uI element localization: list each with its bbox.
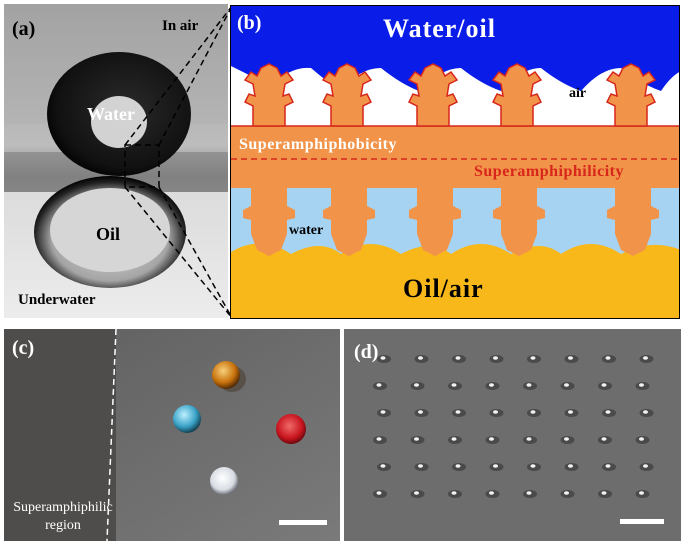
- droplet-array-dot: [598, 490, 612, 498]
- droplet-array-dot: [639, 463, 654, 471]
- droplet-array-dot: [448, 436, 462, 444]
- droplet-array-dot: [452, 355, 466, 363]
- superamphiphobicity-label: Superamphiphobicity: [239, 136, 397, 153]
- droplet-array-dot: [377, 355, 391, 363]
- droplet-array-dot: [639, 355, 654, 363]
- region-boundary-line: [106, 329, 117, 541]
- water-region: [231, 186, 679, 256]
- droplet-array-dot: [410, 490, 425, 498]
- droplet-array-dot: [523, 436, 537, 444]
- droplet-array-dot: [635, 490, 650, 498]
- droplet-array-dot: [639, 409, 654, 417]
- panel-b-label: (b): [237, 12, 262, 34]
- droplet-array-dot: [485, 436, 500, 444]
- droplet-array-dot: [602, 409, 616, 417]
- upper-pillars: [243, 63, 657, 127]
- schematic-diagram: [231, 6, 679, 318]
- panel-d-photo: [344, 329, 681, 541]
- droplet-array-dot: [602, 463, 616, 471]
- panel-d: (d): [344, 329, 681, 541]
- droplet-array-dot: [602, 355, 616, 363]
- underwater-label: Underwater: [18, 292, 96, 308]
- droplet-array-dot: [489, 355, 504, 363]
- droplet-clear: [210, 467, 238, 495]
- droplet-array-dot: [635, 436, 650, 444]
- droplet-array-dot: [414, 463, 429, 471]
- oil-label: Oil: [96, 224, 121, 244]
- coating-layer: [231, 126, 679, 188]
- droplet-array-dot: [410, 382, 425, 390]
- droplet-blue: [173, 405, 201, 433]
- droplet-array-dot: [523, 382, 537, 390]
- water-label: Water: [87, 104, 135, 124]
- droplet-array-dot: [485, 382, 500, 390]
- droplet-array-dot: [373, 382, 387, 390]
- superamphiphilic-region-label-line1: Superamphiphilic: [13, 500, 113, 515]
- droplet-array-dot: [414, 355, 429, 363]
- droplet-array-dot: [410, 436, 425, 444]
- panel-a-label: (a): [12, 18, 36, 40]
- panel-a-photo: [4, 4, 228, 318]
- droplet-array-dot: [560, 382, 575, 390]
- droplet-array-dot: [373, 490, 387, 498]
- panel-d-label: (d): [354, 341, 379, 363]
- droplet-array-dot: [414, 409, 429, 417]
- droplet-array-dot: [560, 436, 575, 444]
- panel-b: (b) Water/oil air Superamphiphobicity Su…: [230, 5, 680, 319]
- droplet-red: [276, 414, 306, 444]
- droplet-array-dot: [560, 490, 575, 498]
- bottom-medium-label: Oil/air: [403, 274, 484, 303]
- droplet-array-dot: [564, 355, 579, 363]
- water-label-b: water: [289, 223, 324, 238]
- panel-c-label: (c): [12, 337, 35, 359]
- droplet-array-dot: [377, 463, 391, 471]
- droplet-array-dot: [527, 409, 541, 417]
- droplet-array-dot: [373, 436, 387, 444]
- superamphiphilic-region: [4, 329, 116, 541]
- panel-c: (c) Superamphiphilic region: [4, 329, 340, 541]
- droplet-orange: [212, 361, 240, 389]
- droplet-array-dot: [377, 409, 391, 417]
- droplet-array-dot: [489, 463, 504, 471]
- droplet-array-dot: [598, 382, 612, 390]
- droplet-array-dot: [448, 490, 462, 498]
- droplet-array-dot: [598, 436, 612, 444]
- droplet-array-dot: [564, 409, 579, 417]
- droplet-array-dot: [452, 463, 466, 471]
- superamphiphilicity-label: Superamphiphilicity: [474, 163, 624, 180]
- superamphiphilic-region-label-line2: region: [45, 518, 81, 533]
- in-air-label: In air: [162, 18, 199, 34]
- top-medium-label: Water/oil: [383, 14, 496, 43]
- droplet-array-dot: [489, 409, 504, 417]
- droplet-array-dot: [485, 490, 500, 498]
- droplet-array-dot: [448, 382, 462, 390]
- droplet-array-dot: [527, 355, 541, 363]
- droplet-array-dot: [635, 382, 650, 390]
- panel-a: (a) In air Water Oil Underwater: [4, 4, 228, 318]
- scale-bar-c: [279, 520, 327, 525]
- lower-pillars: [243, 188, 659, 256]
- droplet-array-dot: [564, 463, 579, 471]
- droplet-array-dot: [523, 490, 537, 498]
- panel-c-photo: [4, 329, 340, 541]
- droplet-array-dot: [452, 409, 466, 417]
- scale-bar-d: [620, 519, 664, 524]
- droplet-array-dot: [527, 463, 541, 471]
- bottom-medium-region: [231, 243, 679, 318]
- air-label: air: [569, 86, 587, 101]
